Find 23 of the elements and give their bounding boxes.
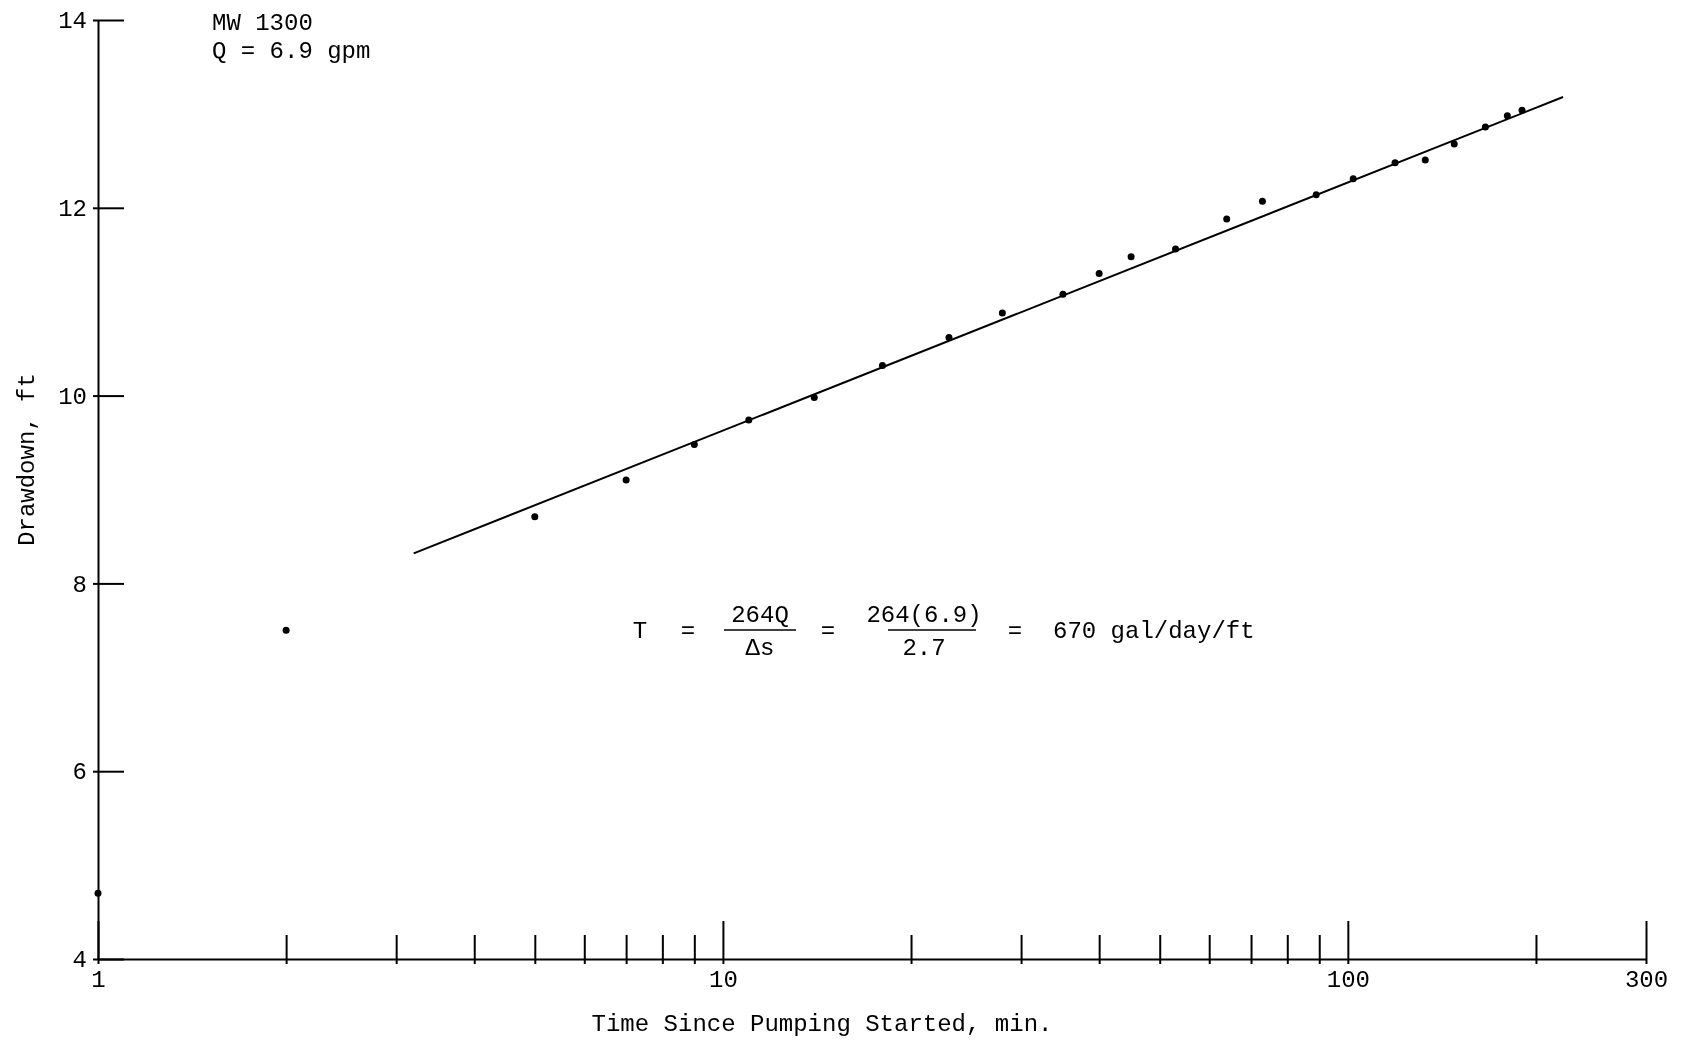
annotation: Q = 6.9 gpm xyxy=(212,38,371,65)
y-axis-title: Drawdown, ft xyxy=(14,373,41,546)
annotation: 264(6.9) xyxy=(866,602,982,629)
annotation: 264Q xyxy=(731,602,789,629)
annotation: 2.7 xyxy=(902,635,946,662)
x-tick-label: 100 xyxy=(1326,967,1370,995)
annotation: MW 1300 xyxy=(212,10,313,37)
annotation: 670 gal/day/ft xyxy=(1053,618,1255,645)
x-tick-label: 1 xyxy=(91,967,106,995)
annotation: Δs xyxy=(745,635,775,662)
y-tick-label: 6 xyxy=(72,759,87,787)
y-tick-label: 14 xyxy=(58,8,87,36)
annotation: = xyxy=(820,618,836,645)
y-tick-label: 12 xyxy=(58,195,87,223)
y-tick-label: 10 xyxy=(58,383,87,411)
y-tick-label: 8 xyxy=(72,571,87,599)
annotation: = xyxy=(1007,618,1023,645)
y-tick-label: 4 xyxy=(72,947,87,975)
annotation: T xyxy=(632,618,648,645)
x-axis-title: Time Since Pumping Started, min. xyxy=(591,1011,1053,1038)
x-tick-label: 300 xyxy=(1624,967,1669,995)
x-tick-label: 10 xyxy=(709,967,738,995)
annotation: = xyxy=(680,618,696,645)
